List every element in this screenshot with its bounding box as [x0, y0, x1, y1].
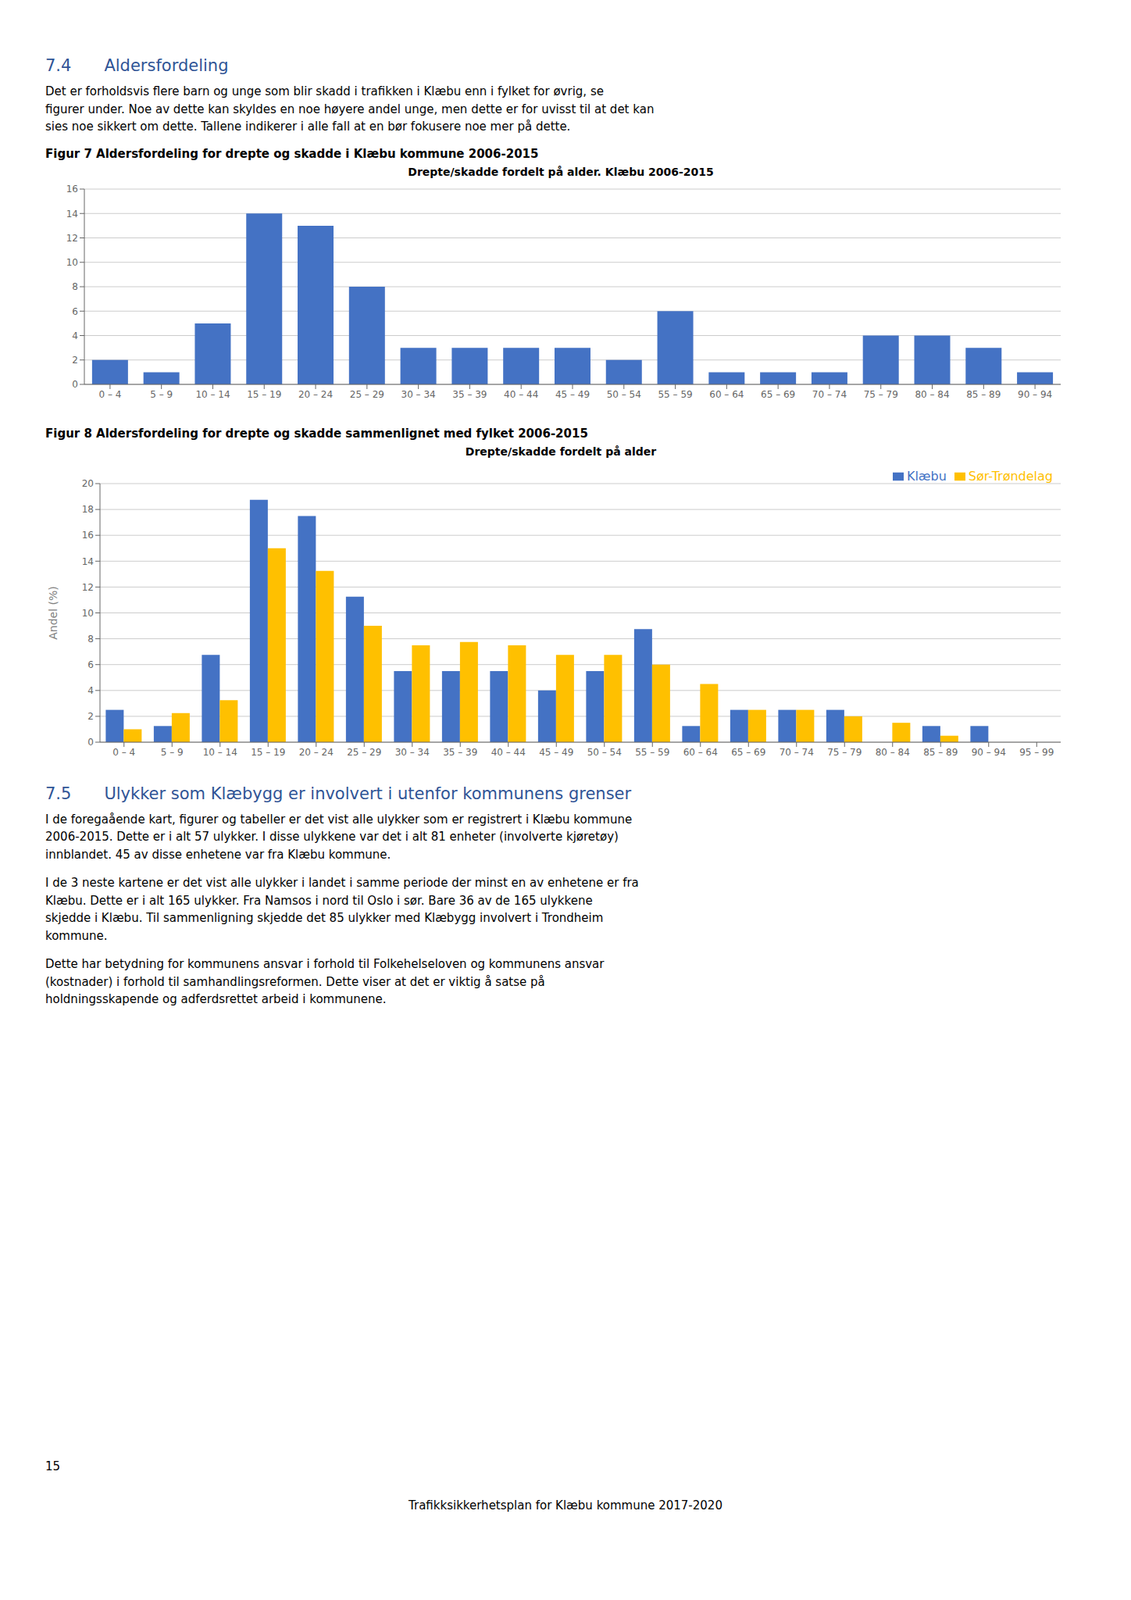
html-text:Det er forholdsvis flere barn: Det er forholdsvis flere barn og unge so… — [45, 84, 655, 134]
svg-text:80 – 84: 80 – 84 — [875, 745, 910, 757]
svg-text:16: 16 — [66, 183, 79, 195]
svg-text:0 – 4: 0 – 4 — [112, 745, 136, 757]
svg-text:8: 8 — [71, 281, 79, 293]
html-text:Figur 7 Aldersfordeling for dr: Figur 7 Aldersfordeling for drepte og sk… — [45, 146, 539, 161]
html-text:I de 3 neste kartene er det vi: I de 3 neste kartene er det vist alle ul… — [45, 875, 639, 943]
svg-text:50 – 54: 50 – 54 — [587, 745, 622, 757]
svg-text:45 – 49: 45 – 49 — [555, 388, 590, 400]
svg-text:5 – 9: 5 – 9 — [149, 388, 173, 400]
svg-text:55 – 59: 55 – 59 — [657, 388, 693, 400]
svg-text:90 – 94: 90 – 94 — [1017, 388, 1053, 400]
svg-text:6: 6 — [71, 305, 79, 317]
svg-text:35 – 39: 35 – 39 — [442, 745, 478, 757]
svg-text:8: 8 — [87, 632, 94, 644]
html-text:I de foregaående kart, figurer: I de foregaående kart, figurer og tabell… — [45, 811, 632, 862]
svg-text:12: 12 — [82, 581, 94, 593]
svg-text:75 – 79: 75 – 79 — [827, 745, 862, 757]
svg-text:4: 4 — [87, 685, 94, 696]
svg-text:Andel (%): Andel (%) — [46, 585, 60, 640]
html-text:15: 15 — [45, 1459, 61, 1474]
svg-text:0: 0 — [87, 736, 94, 748]
svg-text:5 – 9: 5 – 9 — [160, 745, 184, 757]
svg-text:65 – 69: 65 – 69 — [760, 388, 796, 400]
svg-text:70 – 74: 70 – 74 — [812, 388, 847, 400]
svg-text:55 – 59: 55 – 59 — [635, 745, 670, 757]
svg-text:35 – 39: 35 – 39 — [452, 388, 487, 400]
svg-text:45 – 49: 45 – 49 — [538, 745, 574, 757]
svg-text:10 – 14: 10 – 14 — [195, 388, 230, 400]
html-text:Figur 8 Aldersfordeling for dr: Figur 8 Aldersfordeling for drepte og sk… — [45, 426, 589, 441]
html-text:Sør-Trøndelag: Sør-Trøndelag — [968, 468, 1053, 484]
svg-text:14: 14 — [82, 555, 94, 567]
svg-text:14: 14 — [66, 207, 79, 219]
svg-text:30 – 34: 30 – 34 — [395, 745, 430, 757]
html-text:Klæbu: Klæbu — [906, 468, 947, 484]
svg-text:0 – 4: 0 – 4 — [98, 388, 122, 400]
svg-text:85 – 89: 85 – 89 — [966, 388, 1001, 400]
svg-text:25 – 29: 25 – 29 — [346, 745, 382, 757]
html-text:Drepte/skadde fordelt på alder: Drepte/skadde fordelt på alder — [465, 444, 657, 458]
svg-text:85 – 89: 85 – 89 — [923, 745, 958, 757]
svg-text:0: 0 — [71, 378, 79, 390]
svg-text:18: 18 — [82, 503, 94, 515]
svg-text:15 – 19: 15 – 19 — [250, 745, 286, 757]
svg-text:12: 12 — [66, 231, 79, 243]
svg-text:30 – 34: 30 – 34 — [401, 388, 436, 400]
svg-text:70 – 74: 70 – 74 — [779, 745, 814, 757]
svg-text:6: 6 — [87, 658, 94, 670]
svg-text:20: 20 — [82, 478, 94, 489]
html-text:Dette har betydning for kommun: Dette har betydning for kommunens ansvar… — [45, 956, 605, 1007]
svg-text:15 – 19: 15 – 19 — [246, 388, 282, 400]
html-text:Drepte/skadde fordelt på alder: Drepte/skadde fordelt på alder. Klæbu 20… — [407, 165, 714, 178]
svg-text:10: 10 — [82, 606, 94, 618]
svg-text:75 – 79: 75 – 79 — [863, 388, 899, 400]
svg-text:40 – 44: 40 – 44 — [491, 745, 526, 757]
svg-text:10 – 14: 10 – 14 — [203, 745, 238, 757]
html-text:7.4 Aldersfordeling: 7.4 Aldersfordeling — [45, 56, 229, 75]
svg-text:16: 16 — [82, 529, 94, 541]
svg-text:2: 2 — [87, 710, 94, 722]
html-text:7.5 Ulykker som Klæbygg er inv: 7.5 Ulykker som Klæbygg er involvert i u… — [45, 783, 632, 803]
svg-text:90 – 94: 90 – 94 — [971, 745, 1007, 757]
svg-text:60 – 64: 60 – 64 — [709, 388, 744, 400]
svg-text:4: 4 — [71, 329, 79, 341]
svg-text:95 – 99: 95 – 99 — [1019, 745, 1054, 757]
svg-text:40 – 44: 40 – 44 — [503, 388, 539, 400]
html-text:Trafikksikkerhetsplan for Klæb: Trafikksikkerhetsplan for Klæbu kommune … — [408, 1498, 723, 1513]
svg-text:50 – 54: 50 – 54 — [606, 388, 642, 400]
svg-text:20 – 24: 20 – 24 — [298, 388, 333, 400]
svg-text:65 – 69: 65 – 69 — [731, 745, 766, 757]
svg-text:25 – 29: 25 – 29 — [349, 388, 385, 400]
svg-text:60 – 64: 60 – 64 — [683, 745, 718, 757]
svg-text:20 – 24: 20 – 24 — [299, 745, 334, 757]
svg-text:2: 2 — [71, 354, 79, 366]
svg-text:80 – 84: 80 – 84 — [914, 388, 950, 400]
svg-text:10: 10 — [66, 256, 79, 268]
